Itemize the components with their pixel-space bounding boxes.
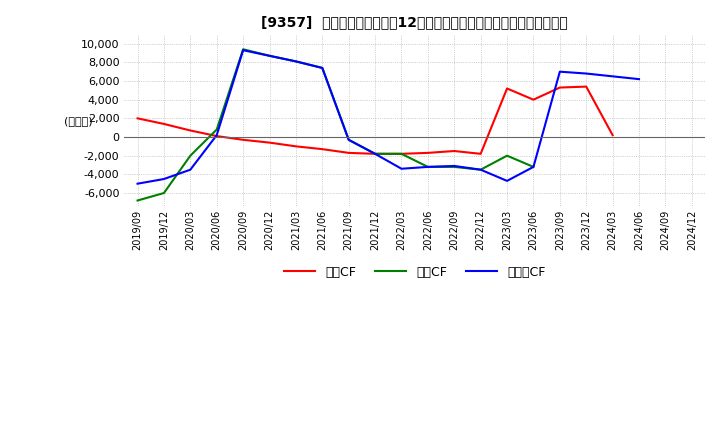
営業CF [239,137,248,143]
営業CF [556,85,564,90]
営業CF [529,97,538,103]
営業CF [265,140,274,145]
Line: 営業CF: 営業CF [138,87,613,154]
営業CF [318,147,327,152]
投賀CF [344,137,353,143]
フリーCF [292,59,300,64]
フリーCF [503,178,511,183]
投賀CF [292,59,300,64]
投賀CF [239,47,248,52]
Legend: 営業CF, 投賀CF, フリーCF: 営業CF, 投賀CF, フリーCF [279,260,550,284]
投賀CF [371,151,379,157]
投賀CF [529,164,538,169]
営業CF [292,144,300,149]
投賀CF [318,65,327,70]
投賀CF [503,153,511,158]
フリーCF [529,164,538,169]
フリーCF [318,65,327,70]
営業CF [450,148,459,154]
投賀CF [212,127,221,132]
営業CF [212,133,221,139]
投賀CF [186,153,194,158]
フリーCF [133,181,142,186]
Y-axis label: (百万円): (百万円) [63,116,92,126]
営業CF [186,128,194,133]
フリーCF [344,137,353,143]
フリーCF [556,69,564,74]
フリーCF [608,73,617,79]
営業CF [582,84,590,89]
Line: 投賀CF: 投賀CF [138,49,534,201]
フリーCF [423,164,432,169]
フリーCF [186,167,194,172]
フリーCF [239,48,248,53]
フリーCF [635,77,644,82]
投賀CF [133,198,142,203]
フリーCF [477,167,485,172]
営業CF [608,132,617,138]
営業CF [397,151,406,157]
営業CF [160,121,168,127]
営業CF [423,150,432,155]
フリーCF [450,163,459,169]
フリーCF [397,166,406,172]
フリーCF [160,176,168,182]
投賀CF [397,151,406,157]
投賀CF [265,53,274,59]
営業CF [371,151,379,157]
営業CF [477,151,485,157]
投賀CF [450,164,459,169]
フリーCF [582,71,590,76]
営業CF [344,150,353,155]
投賀CF [477,167,485,172]
フリーCF [371,151,379,157]
投賀CF [423,164,432,169]
フリーCF [212,132,221,138]
営業CF [133,116,142,121]
Line: フリーCF: フリーCF [138,50,639,183]
投賀CF [160,191,168,196]
Title: [9357]  キャッシュフローの12か月移動合計の対前年同期増減額の推移: [9357] キャッシュフローの12か月移動合計の対前年同期増減額の推移 [261,15,568,29]
フリーCF [265,53,274,59]
営業CF [503,86,511,91]
